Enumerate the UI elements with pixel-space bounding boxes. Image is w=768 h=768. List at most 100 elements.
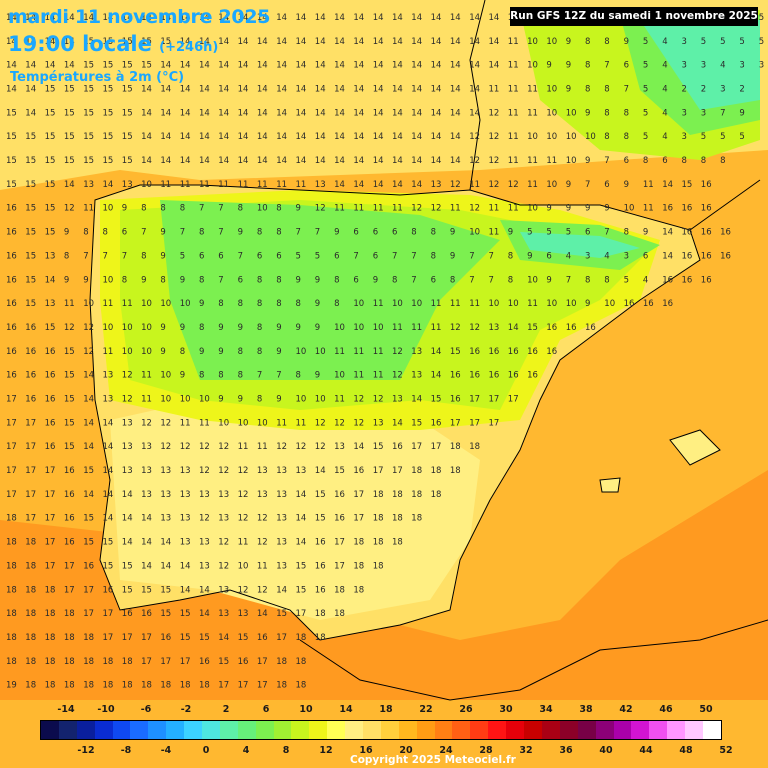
color-scale-step	[595, 721, 614, 739]
temperature-value: 11	[141, 394, 152, 404]
temperature-value: 14	[296, 84, 307, 94]
temperature-value: 12	[257, 538, 268, 548]
temperature-value: 16	[450, 371, 461, 381]
temperature-value: 3	[701, 61, 706, 71]
temperature-value: 15	[103, 61, 114, 71]
temperature-value: 16	[546, 323, 557, 333]
temperature-value: 16	[682, 275, 693, 285]
temperature-value: 13	[489, 323, 500, 333]
temperature-value: 10	[83, 299, 94, 309]
temperature-value: 16	[546, 347, 557, 357]
temperature-value: 13	[180, 466, 191, 476]
temperature-value: 12	[199, 514, 210, 524]
temperature-value: 10	[238, 561, 249, 571]
temperature-value: 18	[392, 514, 403, 524]
temperature-value: 18	[6, 657, 17, 667]
color-scale-step	[202, 721, 220, 739]
temperature-value: 15	[103, 538, 114, 548]
temperature-value: 6	[624, 156, 629, 166]
temperature-value: 14	[45, 61, 56, 71]
temperature-value: 15	[64, 371, 75, 381]
temperature-value: 14	[392, 84, 403, 94]
temperature-value: 14	[276, 156, 287, 166]
temperature-value: 14	[296, 61, 307, 71]
temperature-value: 17	[83, 585, 94, 595]
temperature-value: 5	[546, 228, 551, 238]
temperature-value: 14	[141, 132, 152, 142]
temperature-value: 5	[296, 251, 301, 261]
temperature-value: 14	[160, 61, 171, 71]
color-scale-label-bottom: 28	[479, 745, 493, 756]
temperature-value: 16	[315, 585, 326, 595]
color-scale-label-top: 2	[222, 704, 230, 715]
temperature-value: 10	[566, 108, 577, 118]
temperature-value: 18	[276, 657, 287, 667]
temperature-value: 15	[45, 156, 56, 166]
temperature-value: 15	[83, 156, 94, 166]
temperature-value: 6	[585, 228, 590, 238]
temperature-value: 2	[739, 84, 744, 94]
color-scale-step	[112, 721, 131, 739]
temperature-value: 8	[276, 204, 281, 214]
temperature-value: 17	[45, 466, 56, 476]
temperature-value: 9	[508, 228, 513, 238]
temperature-value: 16	[238, 657, 249, 667]
temperature-value: 7	[218, 275, 223, 285]
temperature-value: 18	[122, 657, 133, 667]
temperature-value: 14	[450, 13, 461, 23]
temperature-value: 14	[6, 84, 17, 94]
temperature-value: 11	[527, 180, 538, 190]
temperature-value: 11	[373, 299, 384, 309]
temperature-value: 14	[141, 84, 152, 94]
color-scale-step	[148, 721, 167, 739]
temperature-value: 10	[334, 371, 345, 381]
temperature-value: 9	[238, 394, 243, 404]
temperature-value: 14	[257, 108, 268, 118]
temperature-value: 18	[411, 490, 422, 500]
temperature-value: 14	[218, 37, 229, 47]
temperature-value: 18	[199, 681, 210, 691]
temperature-value: 7	[315, 228, 320, 238]
temperature-value: 15	[83, 37, 94, 47]
temperature-value: 10	[566, 299, 577, 309]
temperature-value: 9	[141, 275, 146, 285]
color-scale-step	[380, 721, 399, 739]
color-scale-step	[416, 721, 435, 739]
temperature-value: 9	[160, 347, 165, 357]
color-scale-step	[255, 721, 274, 739]
temperature-value: 7	[296, 228, 301, 238]
temperature-value: 15	[25, 204, 36, 214]
temperature-value: 9	[624, 37, 629, 47]
temperature-value: 9	[238, 228, 243, 238]
temperature-value: 8	[585, 84, 590, 94]
temperature-value: 16	[585, 323, 596, 333]
temperature-value: 14	[315, 156, 326, 166]
temperature-value: 11	[180, 180, 191, 190]
temperature-value: 16	[6, 347, 17, 357]
temperature-value: 17	[25, 514, 36, 524]
temperature-value: 18	[450, 466, 461, 476]
temperature-value: 10	[353, 323, 364, 333]
temperature-value: 15	[218, 657, 229, 667]
temperature-value: 3	[682, 61, 687, 71]
temperature-value: 6	[199, 251, 204, 261]
temperature-value: 14	[315, 84, 326, 94]
temperature-value: 2	[682, 84, 687, 94]
temperature-value: 14	[238, 132, 249, 142]
temperature-value: 18	[6, 609, 17, 619]
temperature-value: 14	[180, 84, 191, 94]
color-scale-step	[309, 721, 328, 739]
temperature-value: 16	[334, 514, 345, 524]
temperature-value: 14	[353, 180, 364, 190]
color-scale-step	[130, 721, 149, 739]
temperature-value: 15	[83, 84, 94, 94]
temperature-value: 15	[83, 108, 94, 118]
temperature-value: 18	[6, 633, 17, 643]
temperature-value: 14	[334, 132, 345, 142]
temperature-value: 14	[334, 37, 345, 47]
temperature-value: 18	[450, 442, 461, 452]
temperature-value: 15	[25, 299, 36, 309]
temperature-value: 15	[141, 37, 152, 47]
temperature-value: 15	[64, 442, 75, 452]
temperature-value: 13	[103, 371, 114, 381]
